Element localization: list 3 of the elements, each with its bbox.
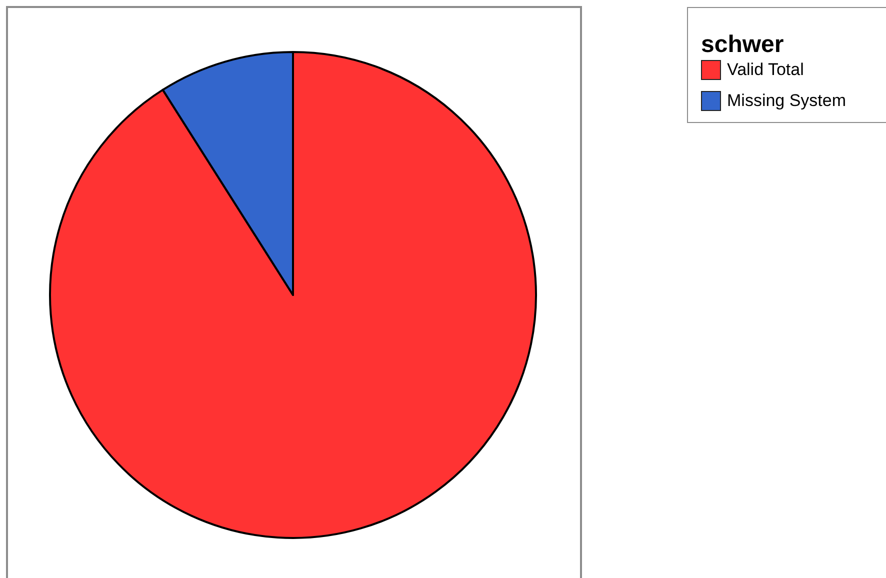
legend-title: schwer (701, 31, 784, 58)
legend-label: Valid Total (727, 60, 804, 80)
legend-label: Missing System (727, 91, 846, 111)
